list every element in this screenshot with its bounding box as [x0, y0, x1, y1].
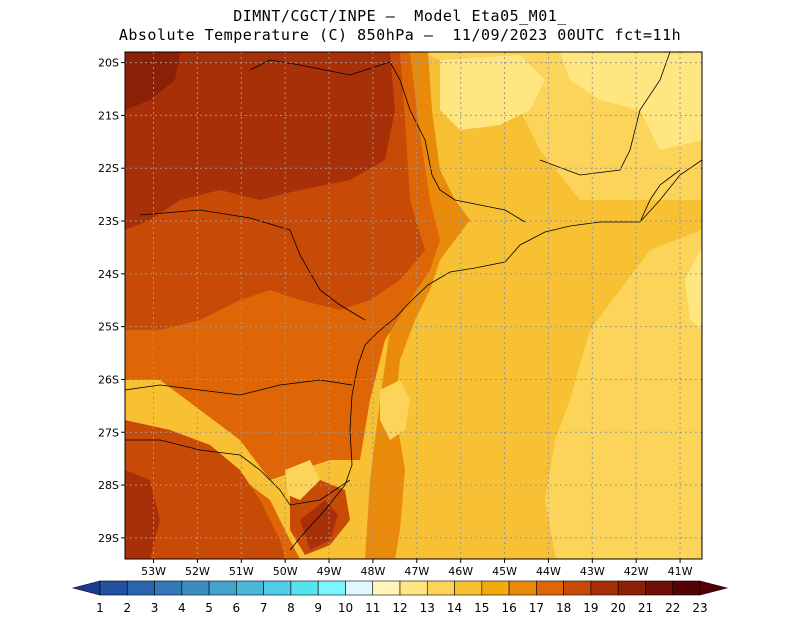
colorbar-label: 21	[638, 601, 653, 615]
map-title-line1: DIMNT/CGCT/INPE – Model Eta05_M01_	[233, 7, 567, 25]
colorbar-label: 14	[447, 601, 462, 615]
lon-label: 52W	[185, 565, 210, 578]
state-border-sp-mg	[249, 59, 526, 223]
temperature-band-14-spot	[380, 380, 410, 440]
colorbar-swatch	[563, 580, 592, 596]
temperature-band-13b	[440, 55, 545, 130]
state-border-pr-sp	[139, 209, 366, 321]
colorbar-swatch	[154, 580, 183, 596]
colorbar-swatch	[481, 580, 510, 596]
colorbar-swatch	[208, 580, 237, 596]
temperature-band-20b	[125, 470, 160, 559]
lon-label: 46W	[448, 565, 473, 578]
lon-label: 50W	[273, 565, 298, 578]
colorbar-swatch	[454, 580, 483, 596]
colorbar-labels: 1 2 3 4 5 6 7 8 9 10 11 12 13 14 15 16 17 18 19 20 21 22 23	[96, 601, 707, 615]
colorbar-label: 17	[529, 601, 544, 615]
lat-label: 27S	[98, 426, 119, 439]
graticule	[125, 52, 702, 559]
lon-label: 43W	[580, 565, 605, 578]
coastline	[289, 159, 702, 551]
colorbar-swatch	[99, 580, 128, 596]
colorbar-label: 10	[338, 601, 353, 615]
latitude-labels: 20S 21S 22S 23S 24S 25S 26S 27S 28S 29S	[98, 57, 119, 545]
temperature-band-20	[125, 52, 395, 230]
map-title-line2: Absolute Temperature (C) 850hPa – 11/09/…	[118, 26, 682, 44]
colorbar-label: 6	[233, 601, 241, 615]
lat-label: 26S	[98, 373, 119, 386]
lat-label: 21S	[98, 109, 119, 122]
colorbar-swatch	[617, 580, 646, 596]
lon-label: 51W	[229, 565, 254, 578]
colorbar-label: 11	[365, 601, 380, 615]
colorbar-swatch	[236, 580, 264, 596]
temperature-band-21	[125, 52, 180, 110]
colorbar-label: 5	[205, 601, 213, 615]
colorbar-label: 8	[287, 601, 295, 615]
colorbar-swatch	[372, 580, 401, 596]
colorbar-swatch	[536, 580, 564, 596]
lon-label: 48W	[360, 565, 385, 578]
colorbar-label: 22	[665, 601, 680, 615]
colorbar-swatch	[672, 580, 701, 596]
temperature-band-13c	[685, 250, 702, 330]
colorbar-swatch	[290, 580, 319, 596]
colorbar-swatch	[426, 580, 455, 596]
lat-label: 23S	[98, 215, 119, 228]
lat-label: 25S	[98, 321, 119, 334]
colorbar-label: 12	[392, 601, 407, 615]
colorbar-swatch	[317, 580, 346, 596]
colorbar-swatch	[345, 580, 374, 596]
colorbar-arrow-high	[699, 580, 729, 596]
colorbar-swatch	[508, 580, 537, 596]
state-border-mg-rj	[539, 52, 671, 176]
longitude-labels: 53W 52W 51W 50W 49W 48W 47W 46W 45W 44W 43W 42W 41W	[141, 565, 693, 578]
colorbar-swatch	[181, 580, 210, 596]
temperature-field	[125, 52, 702, 559]
colorbar-label: 16	[501, 601, 516, 615]
map-frame	[124, 51, 703, 560]
colorbar-label: 7	[260, 601, 268, 615]
lat-label: 22S	[98, 162, 119, 175]
colorbar-label: 3	[151, 601, 159, 615]
lat-label: 24S	[98, 268, 119, 281]
lat-label: 29S	[98, 532, 119, 545]
lon-label: 47W	[404, 565, 429, 578]
temperature-band-13	[560, 52, 702, 150]
lon-label: 44W	[536, 565, 561, 578]
colorbar-label: 1	[96, 601, 104, 615]
lon-label: 53W	[141, 565, 166, 578]
colorbar-label: 2	[123, 601, 131, 615]
colorbar-swatch	[645, 580, 674, 596]
temperature-band-19b	[125, 420, 285, 559]
lon-label: 45W	[492, 565, 517, 578]
colorbar-label: 23	[692, 601, 707, 615]
axis-ticks	[121, 62, 681, 563]
colorbar-swatch	[263, 580, 292, 596]
lon-label: 49W	[317, 565, 342, 578]
colorbar-label: 19	[583, 601, 598, 615]
state-border-pr-sc	[125, 379, 353, 396]
colorbar	[71, 580, 729, 596]
state-border-rj-es	[639, 169, 681, 223]
temperature-band-20c	[300, 500, 338, 550]
lat-label: 20S	[98, 57, 119, 70]
colorbar-swatch	[399, 580, 428, 596]
lon-label: 42W	[624, 565, 649, 578]
colorbar-swatch	[126, 580, 155, 596]
colorbar-arrow-low	[71, 580, 101, 596]
lon-label: 41W	[668, 565, 693, 578]
colorbar-swatch	[590, 580, 619, 596]
state-border-sc-rs	[125, 439, 351, 506]
temperature-band-14-spot2	[285, 460, 320, 500]
colorbar-label: 9	[314, 601, 322, 615]
colorbar-label: 15	[474, 601, 489, 615]
coastline-borders	[125, 52, 702, 551]
lat-label: 28S	[98, 479, 119, 492]
colorbar-label: 13	[420, 601, 435, 615]
colorbar-label: 18	[556, 601, 571, 615]
colorbar-label: 4	[178, 601, 186, 615]
colorbar-label: 20	[611, 601, 626, 615]
